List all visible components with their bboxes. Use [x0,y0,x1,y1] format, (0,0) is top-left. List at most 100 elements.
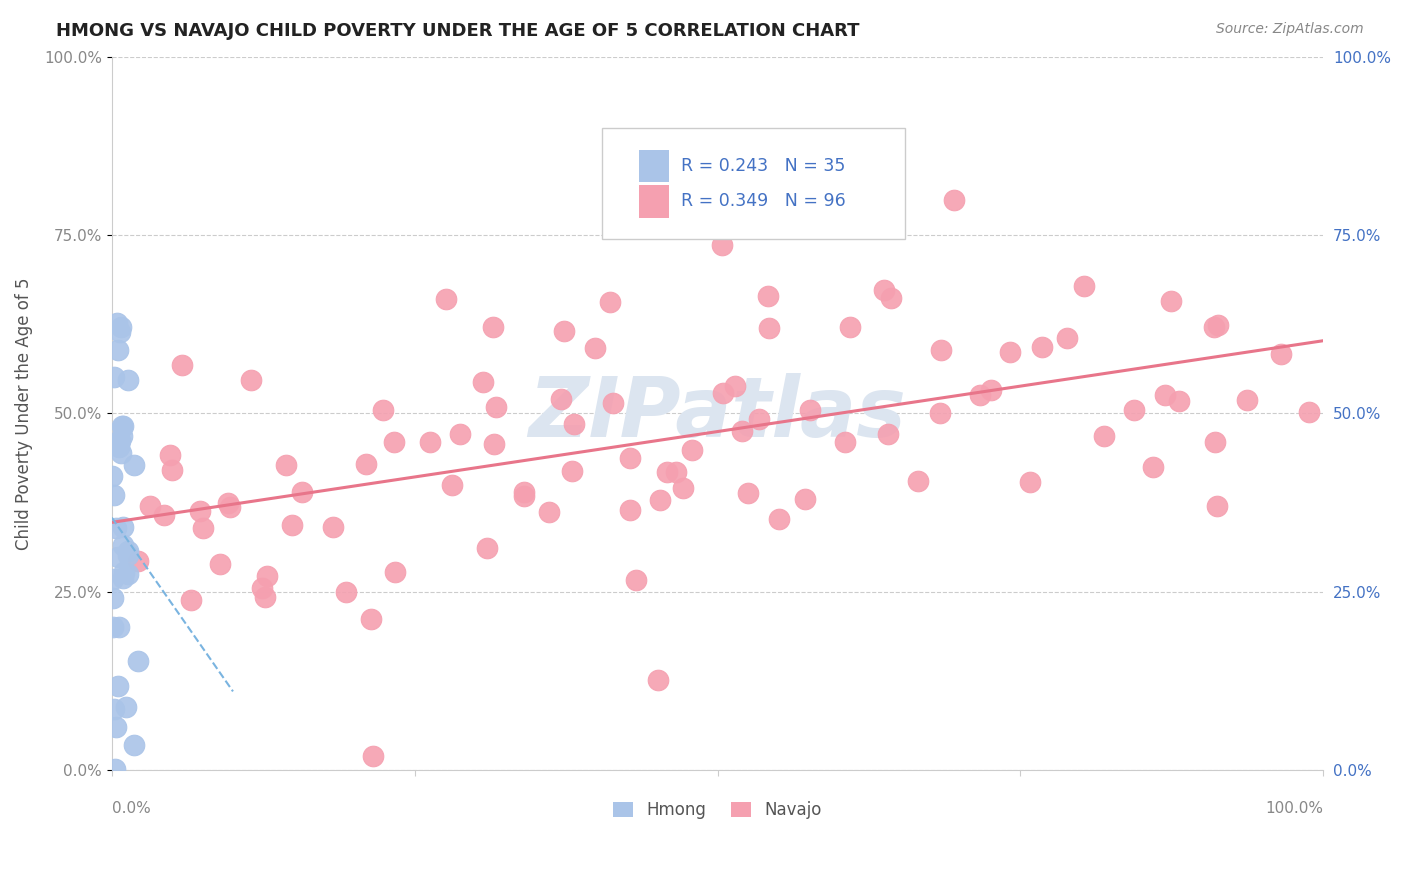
Point [110,446,132,460]
Point [477,541,499,556]
Point [928,406,950,420]
Point [839,320,862,334]
Point [793,491,815,506]
Point [1298,405,1320,419]
Point [655,465,678,479]
Point [550,392,572,407]
Point [419,435,441,450]
Point [108,325,131,339]
Point [834,435,856,450]
Point [681,443,703,458]
Point [159,448,181,462]
Point [731,424,754,438]
Point [1206,318,1229,333]
Text: R = 0.243   N = 35: R = 0.243 N = 35 [682,157,845,175]
Point [650,492,672,507]
Point [103,488,125,502]
Point [360,612,382,626]
Point [124,458,146,473]
Point [942,193,965,207]
Point [127,654,149,668]
Point [856,219,879,234]
Y-axis label: Child Poverty Under the Age of 5: Child Poverty Under the Age of 5 [15,277,32,549]
Point [209,557,232,571]
Point [322,520,344,534]
Point [112,520,135,534]
Point [335,584,357,599]
Point [104,762,127,776]
Point [361,748,384,763]
Text: HMONG VS NAVAJO CHILD POVERTY UNDER THE AGE OF 5 CORRELATION CHART: HMONG VS NAVAJO CHILD POVERTY UNDER THE … [56,22,859,40]
Point [107,550,129,565]
Point [103,369,125,384]
Point [602,396,624,410]
Point [250,581,273,595]
Point [103,702,125,716]
Point [107,343,129,357]
Point [114,699,136,714]
FancyBboxPatch shape [638,186,669,218]
Point [561,464,583,478]
FancyBboxPatch shape [638,150,669,182]
Point [876,427,898,442]
Point [624,574,647,588]
Point [880,292,903,306]
Point [108,440,131,454]
Point [1018,475,1040,490]
Legend: Hmong, Navajo: Hmong, Navajo [606,795,828,826]
Point [239,373,262,387]
Point [440,478,463,492]
Point [384,565,406,579]
Point [513,484,536,499]
FancyBboxPatch shape [602,128,905,238]
Point [354,457,377,471]
Point [1073,279,1095,293]
Point [111,419,134,434]
Point [253,590,276,604]
Point [553,324,575,338]
Point [1092,429,1115,443]
Point [484,400,506,414]
Point [107,316,129,330]
Point [103,591,125,606]
Point [111,429,134,443]
Point [748,412,770,426]
Point [583,341,606,355]
Point [160,463,183,477]
Point [1142,460,1164,475]
Point [472,375,495,389]
Point [711,385,734,400]
Point [482,437,505,451]
Point [799,402,821,417]
Point [172,358,194,372]
Point [256,568,278,582]
Point [537,505,560,519]
Point [188,504,211,518]
Point [449,426,471,441]
Point [737,486,759,500]
Point [139,499,162,513]
Point [756,288,779,302]
Point [108,434,131,448]
Point [218,500,240,514]
Point [980,384,1002,398]
Point [382,435,405,450]
Point [111,571,134,585]
Point [117,567,139,582]
Point [1056,331,1078,345]
Point [1236,393,1258,408]
Point [562,417,585,432]
Point [1204,319,1226,334]
Point [647,673,669,687]
Point [482,320,505,334]
Point [107,679,129,693]
Point [768,512,790,526]
Point [104,720,127,734]
Point [108,620,131,634]
Point [671,481,693,495]
Point [1031,340,1053,354]
Point [191,521,214,535]
Point [1206,499,1229,513]
Point [101,468,124,483]
Point [758,321,780,335]
